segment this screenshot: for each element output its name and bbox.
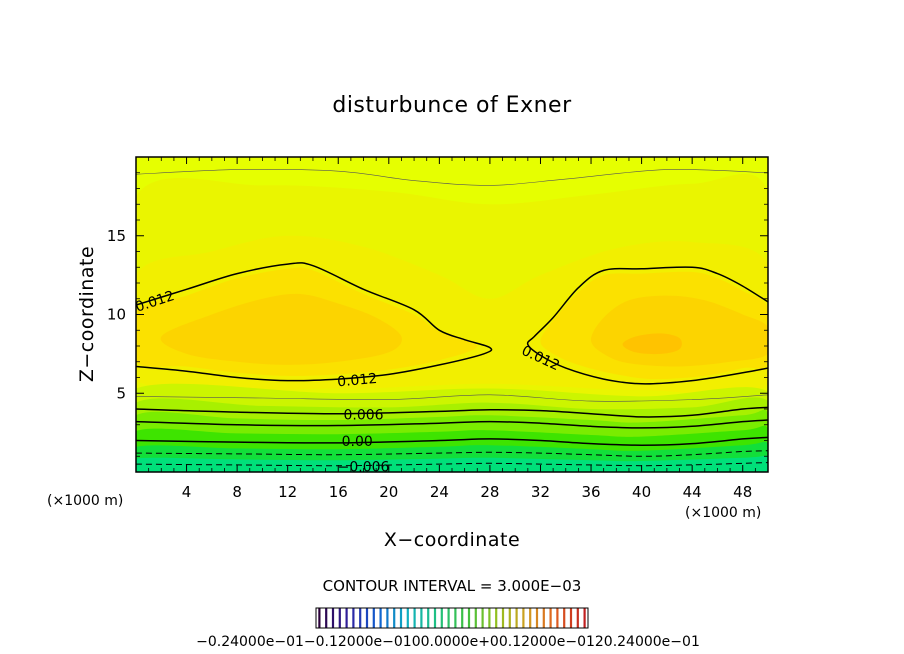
colorbar <box>315 607 589 629</box>
x-tick-label: 44 <box>683 483 702 501</box>
contour-line <box>136 419 768 429</box>
y-tick-label: 5 <box>116 384 126 402</box>
contour-label: 0.006 <box>343 407 383 423</box>
contour-fill-band <box>160 293 402 365</box>
colorbar-labels: −0.24000e−01−0.12000e−0100.0000e+00.1200… <box>196 634 700 650</box>
contour-label: 0.00 <box>342 434 373 450</box>
y-axis-ticks: 5 10 15 <box>107 172 768 457</box>
colorbar-frame <box>315 607 589 629</box>
contour-line <box>526 266 768 385</box>
contour-label: 0.012 <box>337 371 378 390</box>
x-unit-label-right: (×1000 m) <box>685 505 761 521</box>
chart-title: disturbunce of Exner <box>332 93 572 118</box>
x-tick-label: 4 <box>182 483 192 501</box>
x-tick-label: 48 <box>733 483 752 501</box>
contour-line-layer <box>136 169 768 467</box>
y-axis-label: Z−coordinate <box>76 246 98 382</box>
x-tick-label: 12 <box>278 483 297 501</box>
x-tick-label: 40 <box>632 483 651 501</box>
x-axis-ticks: 4 8 12 16 20 24 28 32 36 40 44 48 <box>148 157 756 501</box>
x-tick-label: 28 <box>480 483 499 501</box>
x-tick-label: 32 <box>531 483 550 501</box>
contour-fill-layer <box>136 157 768 472</box>
contour-label: −0.006 <box>338 459 390 475</box>
contour-line <box>136 462 768 467</box>
y-tick-label: 15 <box>107 227 126 245</box>
contour-line <box>136 394 768 402</box>
x-tick-label: 16 <box>329 483 348 501</box>
contour-interval-text: CONTOUR INTERVAL = 3.000E−03 <box>323 577 582 595</box>
x-axis-label: X−coordinate <box>384 529 520 551</box>
x-tick-label: 8 <box>232 483 242 501</box>
contour-line <box>136 436 768 446</box>
x-tick-label: 36 <box>581 483 600 501</box>
contour-line <box>136 262 493 382</box>
contour-line <box>136 450 768 457</box>
contour-line <box>136 406 768 418</box>
x-tick-label: 20 <box>379 483 398 501</box>
x-tick-label: 24 <box>430 483 449 501</box>
x-unit-label-left: (×1000 m) <box>47 493 123 509</box>
contour-fill-band <box>622 333 682 355</box>
y-tick-label: 10 <box>107 306 126 324</box>
contour-line <box>136 169 768 186</box>
